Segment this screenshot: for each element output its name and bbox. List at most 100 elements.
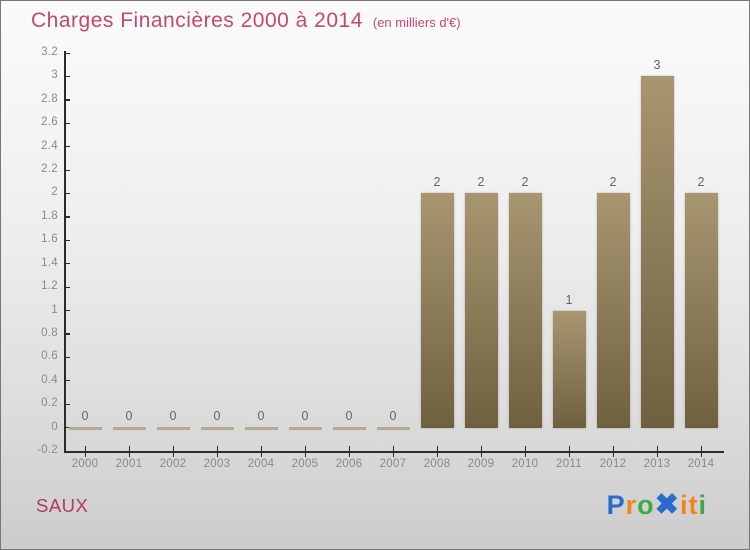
x-tick-label: 2006 xyxy=(335,458,363,470)
zero-bar-2004 xyxy=(244,426,278,430)
y-tick xyxy=(64,427,70,429)
y-tick xyxy=(64,310,70,312)
zero-bar-2002 xyxy=(156,426,190,430)
chart-title: Charges Financières 2000 à 2014 xyxy=(31,9,363,32)
bar-value-label: 0 xyxy=(213,408,221,423)
bar-value-label: 0 xyxy=(301,408,309,423)
bar-value-label: 0 xyxy=(169,408,177,423)
x-tick xyxy=(392,446,394,457)
y-tick xyxy=(64,75,70,78)
y-tick-label: 1.4 xyxy=(41,256,58,269)
logo-letter: P xyxy=(606,490,626,520)
x-tick-label: 2003 xyxy=(203,458,231,470)
y-tick-label: 0.8 xyxy=(41,326,58,339)
logo-letter: i xyxy=(679,490,689,520)
y-tick-label: 0 xyxy=(51,420,58,433)
logo-letter: o xyxy=(637,490,655,520)
x-tick xyxy=(260,446,262,457)
zero-bar-2006 xyxy=(332,426,366,430)
logo-x-icon: ✖ xyxy=(654,489,680,521)
y-tick xyxy=(64,403,70,405)
company-name: SAUX xyxy=(36,495,89,516)
y-tick xyxy=(64,52,70,54)
bar-2013 xyxy=(640,76,674,428)
bar-value-label: 1 xyxy=(565,292,573,307)
y-tick-label: 2.6 xyxy=(41,116,58,129)
x-tick-label: 2001 xyxy=(115,458,143,470)
x-tick xyxy=(568,446,570,457)
bar-value-label: 0 xyxy=(257,408,265,423)
bar-2008 xyxy=(420,193,454,428)
x-tick xyxy=(656,446,658,457)
y-tick-label: 0.2 xyxy=(41,397,58,410)
y-tick xyxy=(64,216,70,218)
y-tick xyxy=(64,192,70,195)
x-tick-label: 2012 xyxy=(599,458,627,470)
y-tick-label: 2.8 xyxy=(41,92,58,105)
bar-2014 xyxy=(684,193,718,428)
x-tick-label: 2007 xyxy=(379,458,407,470)
x-tick xyxy=(172,446,174,457)
x-tick xyxy=(304,446,306,457)
bar-value-label: 0 xyxy=(345,408,353,423)
zero-bar-2000 xyxy=(68,426,102,430)
y-tick xyxy=(64,146,70,148)
proxiti-logo[interactable]: Pro✖iti xyxy=(607,487,707,522)
x-tick xyxy=(612,446,614,457)
x-tick-label: 2011 xyxy=(556,458,582,470)
y-axis-line xyxy=(64,51,66,452)
y-tick-label: 2.2 xyxy=(41,163,58,176)
logo-letter: r xyxy=(625,490,638,520)
y-tick-label: 3.2 xyxy=(41,46,58,58)
y-tick-label: 1.8 xyxy=(41,209,58,222)
logo-letter: i xyxy=(698,490,707,520)
y-tick-label: 2 xyxy=(51,186,58,199)
zero-bar-2007 xyxy=(376,426,410,430)
x-tick-label: 2008 xyxy=(423,458,451,470)
x-tick xyxy=(128,446,130,457)
zero-bar-2003 xyxy=(200,426,234,430)
x-tick xyxy=(216,446,218,457)
y-tick xyxy=(64,122,70,124)
bar-2012 xyxy=(596,193,630,428)
bar-value-label: 0 xyxy=(125,408,133,423)
x-tick-label: 2010 xyxy=(511,458,539,470)
x-tick-label: 2009 xyxy=(467,458,495,470)
y-tick xyxy=(64,380,70,382)
bar-2009 xyxy=(464,193,498,428)
y-tick xyxy=(64,356,70,359)
bar-value-label: 0 xyxy=(389,408,397,423)
bar-value-label: 0 xyxy=(81,408,89,423)
y-tick xyxy=(64,333,70,335)
y-tick xyxy=(64,99,70,101)
x-tick xyxy=(700,446,702,457)
y-tick-label: 1.2 xyxy=(41,280,58,293)
x-tick-label: 2002 xyxy=(159,458,187,470)
x-tick xyxy=(524,446,526,457)
y-tick-label: -0.2 xyxy=(36,444,58,456)
x-tick-label: 2014 xyxy=(687,458,715,470)
y-tick xyxy=(64,169,70,171)
bar-value-label: 2 xyxy=(609,175,617,190)
logo-letter: t xyxy=(688,490,699,520)
bar-value-label: 2 xyxy=(433,175,441,190)
bar-value-label: 2 xyxy=(697,175,705,190)
x-tick xyxy=(436,446,438,457)
x-tick-label: 2004 xyxy=(247,458,275,470)
bar-2010 xyxy=(508,193,542,428)
chart-header: Charges Financières 2000 à 2014 (en mill… xyxy=(31,9,461,33)
zero-bar-2005 xyxy=(288,426,322,430)
y-tick-label: 1.6 xyxy=(41,233,58,246)
x-tick-label: 2013 xyxy=(643,458,671,470)
x-tick xyxy=(480,446,482,457)
y-tick-label: 0.6 xyxy=(41,350,58,363)
y-tick xyxy=(64,286,70,288)
y-tick xyxy=(64,450,70,452)
y-tick-label: 0.4 xyxy=(41,373,58,386)
x-tick-label: 2000 xyxy=(71,458,99,470)
y-tick-label: 3 xyxy=(51,69,58,82)
y-tick-label: 1 xyxy=(51,303,58,316)
bar-2011 xyxy=(552,310,586,428)
